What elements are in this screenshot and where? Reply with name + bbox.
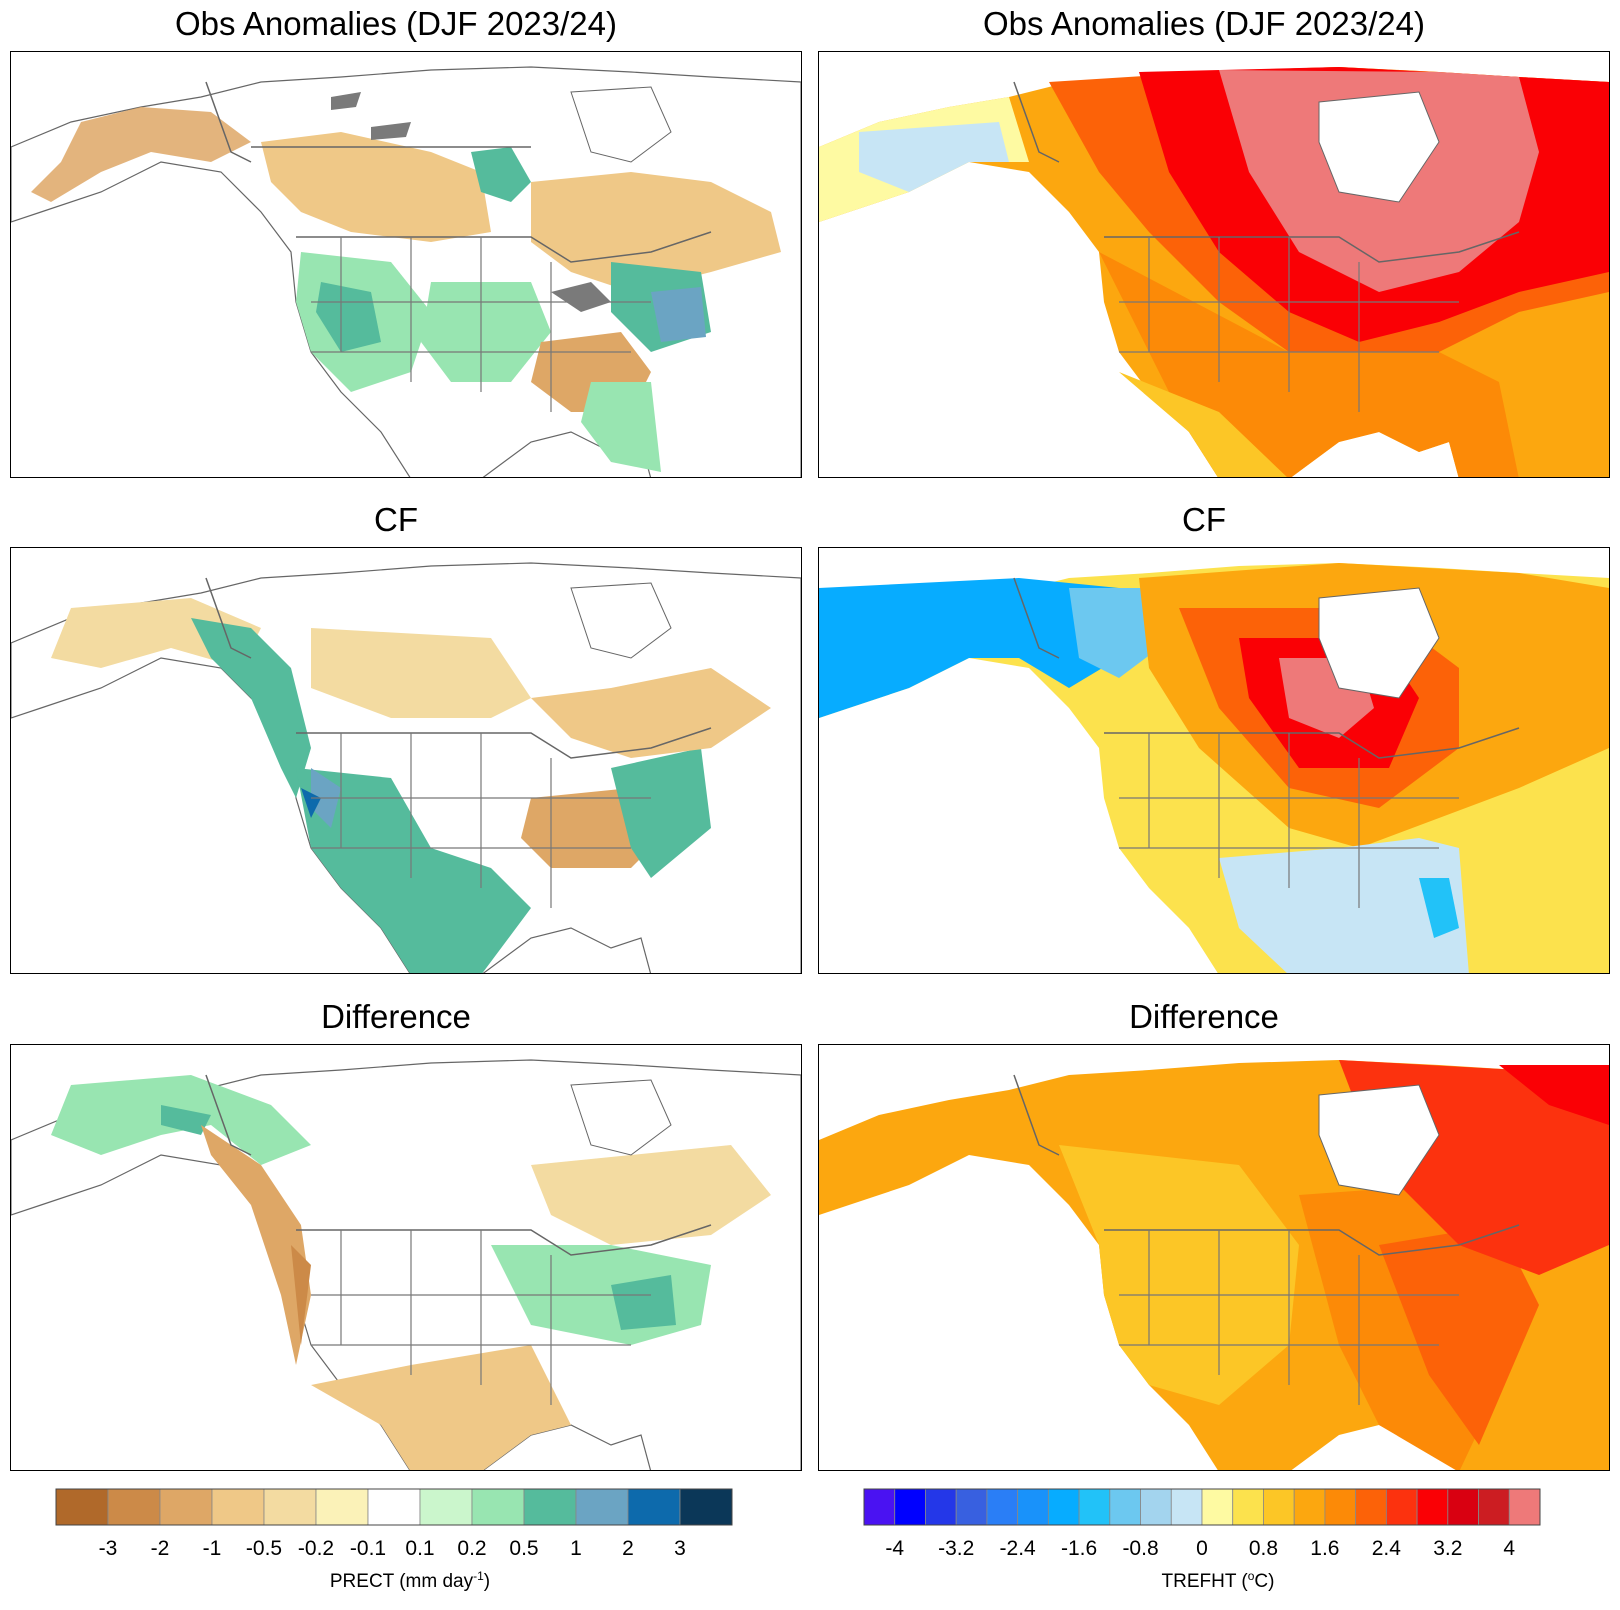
colorbar-trefht-swatch <box>894 1488 926 1526</box>
colorbar-trefht-swatch <box>1232 1488 1264 1526</box>
colorbar-trefht-swatch <box>1263 1488 1295 1526</box>
colorbar-prect-tick-label: -0.2 <box>298 1537 334 1560</box>
colorbar-trefht-swatch <box>1017 1488 1049 1526</box>
colorbar-trefht-swatch <box>1508 1488 1541 1526</box>
colorbar-prect-tick-label: -1 <box>203 1537 222 1560</box>
panel-title-bot-right: Difference <box>1129 998 1279 1035</box>
colorbar-prect-tick-label: 2 <box>622 1537 634 1560</box>
colorbar-trefht-swatch <box>1293 1488 1326 1526</box>
colorbar-trefht-swatch <box>1201 1488 1234 1526</box>
colorbar-prect-swatch <box>627 1488 681 1526</box>
colorbar-trefht-tick-label: 0 <box>1196 1537 1208 1560</box>
colorbar-prect-tick-label: -3 <box>99 1537 118 1560</box>
colorbar-trefht-title: TREFHT (oC) <box>1162 1569 1275 1592</box>
colorbar-trefht-swatch <box>986 1488 1019 1526</box>
colorbar-prect-swatch <box>367 1488 421 1526</box>
map-svg-temp-cf <box>819 563 1609 973</box>
colorbar-trefht-swatch <box>1170 1488 1203 1526</box>
map-panel-temp-obs <box>818 51 1610 478</box>
panel-title-top-right: Obs Anomalies (DJF 2023/24) <box>982 5 1426 42</box>
map-panel-temp-diff <box>818 1044 1610 1471</box>
colorbar-prect-tick-label: -0.5 <box>246 1537 282 1560</box>
colorbar-prect-swatch <box>679 1488 733 1526</box>
colorbar-prect-tick-label: -0.1 <box>350 1537 386 1560</box>
colorbar-trefht-swatch <box>1047 1488 1080 1526</box>
map-panel-precip-diff <box>10 1044 802 1471</box>
colorbar-trefht-tick-label: 4 <box>1503 1537 1515 1560</box>
colorbar-trefht-swatch <box>955 1488 988 1526</box>
panel-title-mid-right: CF <box>1182 501 1226 538</box>
map-svg-precip-obs <box>11 66 801 477</box>
colorbar-prect-swatch <box>159 1488 213 1526</box>
colorbar-trefht-tick-label: -2.4 <box>1000 1537 1037 1560</box>
colorbar-prect-outline <box>55 1488 733 1526</box>
colorbar-trefht-swatch <box>1324 1488 1357 1526</box>
colorbar-prect-swatch <box>523 1488 577 1526</box>
map-panel-precip-cf <box>10 547 802 974</box>
colorbar-trefht-tick-label: -1.6 <box>1061 1537 1097 1560</box>
colorbar-trefht-swatch <box>1109 1488 1141 1526</box>
colorbar-prect-swatch <box>315 1488 369 1526</box>
colorbar-prect-tick-label: 3 <box>674 1537 686 1560</box>
panel-title-bot-left: Difference <box>321 998 471 1035</box>
colorbar-prect-swatch <box>419 1488 473 1526</box>
colorbar-trefht-tick-label: 1.6 <box>1310 1537 1339 1560</box>
colorbar-trefht-tick-label: -4 <box>885 1537 904 1560</box>
colorbar-prect-swatches <box>55 1488 733 1526</box>
colorbar-prect-tick-label: -2 <box>151 1537 170 1560</box>
colorbar-trefht-tick-label: -3.2 <box>938 1537 974 1560</box>
colorbar-prect-title: PRECT (mm day-1) <box>330 1569 490 1592</box>
colorbar-trefht-swatch <box>1355 1488 1387 1526</box>
colorbar-trefht-tick-label: 2.4 <box>1372 1537 1402 1560</box>
panel-title-top-left: Obs Anomalies (DJF 2023/24) <box>174 5 618 42</box>
colorbar-trefht-tick-label: -0.8 <box>1122 1537 1158 1560</box>
colorbar-prect-swatch <box>263 1488 317 1526</box>
colorbar-trefht-swatch <box>1385 1488 1418 1526</box>
colorbar-prect-swatch <box>575 1488 629 1526</box>
colorbar-trefht: -4 -3.2 -2.4 -1.6 -0.8 0 0.8 1.6 2.4 3.2 4 TREFHT … <box>863 1488 1541 1592</box>
colorbar-trefht-swatch <box>863 1488 896 1526</box>
colorbar-trefht-swatch <box>925 1488 957 1526</box>
colorbar-prect-tick-label: 0.1 <box>405 1537 434 1560</box>
colorbar-trefht-tick-label: 3.2 <box>1433 1537 1462 1560</box>
colorbar-prect-swatch <box>107 1488 161 1526</box>
colorbar-prect: -3 -2 -1 -0.5 -0.2 -0.1 0.1 0.2 0.5 1 2 3 PRECT (mm… <box>55 1488 733 1592</box>
colorbar-trefht-swatches <box>863 1488 1541 1526</box>
map-panel-temp-cf <box>818 547 1610 974</box>
colorbar-trefht-tick-label: 0.8 <box>1249 1537 1278 1560</box>
map-svg-precip-cf <box>11 562 801 973</box>
colorbar-prect-swatch <box>55 1488 109 1526</box>
colorbar-trefht-swatch <box>1478 1488 1510 1526</box>
colorbar-prect-tick-label: 0.5 <box>509 1537 538 1560</box>
colorbar-prect-tick-label: 0.2 <box>457 1537 486 1560</box>
colorbar-trefht-swatch <box>1078 1488 1111 1526</box>
colorbar-trefht-swatch <box>1416 1488 1449 1526</box>
colorbar-prect-swatch <box>211 1488 265 1526</box>
colorbar-prect-swatch <box>471 1488 525 1526</box>
colorbar-prect-tick-label: 1 <box>570 1537 582 1560</box>
colorbar-trefht-swatch <box>1447 1488 1479 1526</box>
colorbar-trefht-swatch <box>1140 1488 1172 1526</box>
map-svg-precip-diff <box>11 1059 801 1470</box>
map-svg-temp-obs <box>819 67 1609 477</box>
map-svg-temp-diff <box>819 1060 1609 1470</box>
colorbar-trefht-outline <box>863 1488 1541 1526</box>
map-panel-precip-obs <box>10 51 802 478</box>
colorbar-prect-labels: -3 -2 -1 -0.5 -0.2 -0.1 0.1 0.2 0.5 1 2 3 <box>99 1537 686 1560</box>
colorbar-trefht-labels: -4 -3.2 -2.4 -1.6 -0.8 0 0.8 1.6 2.4 3.2 4 <box>885 1537 1515 1560</box>
panel-title-mid-left: CF <box>374 501 418 538</box>
